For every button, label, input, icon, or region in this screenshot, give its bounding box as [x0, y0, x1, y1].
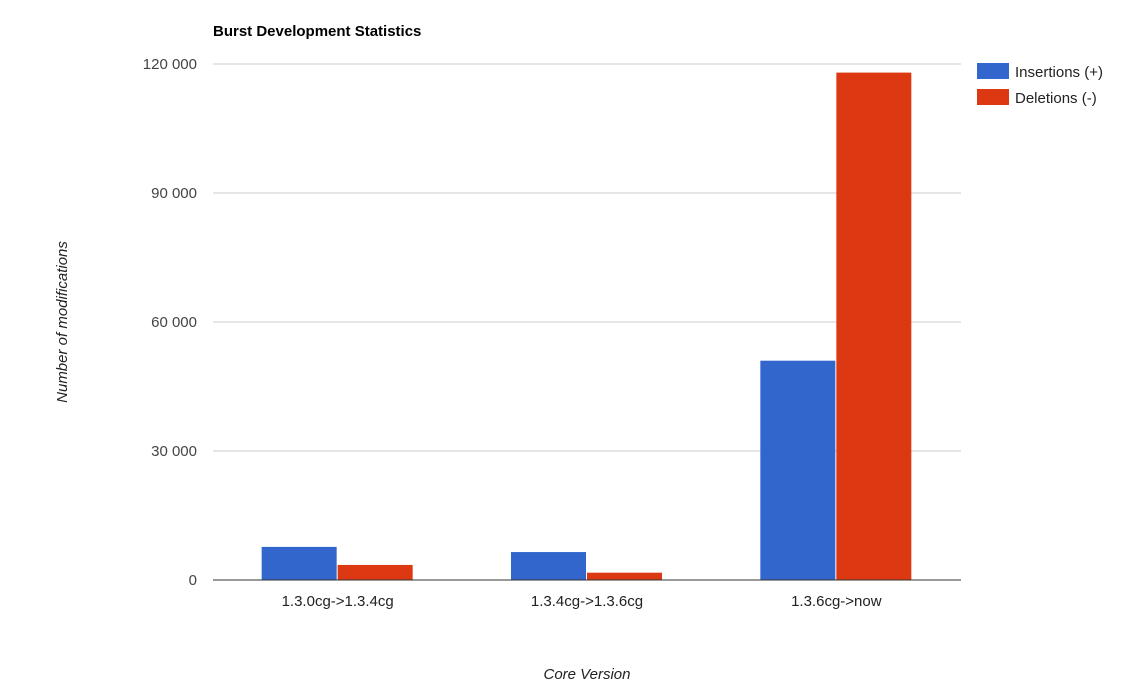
chart-title: Burst Development Statistics: [213, 23, 421, 40]
x-tick-label: 1.3.4cg->1.3.6cg: [531, 593, 643, 610]
bar: [760, 360, 836, 580]
y-tick-label: 30 000: [151, 443, 197, 460]
legend: Insertions (+) Deletions (-): [977, 63, 1103, 107]
legend-swatch: [977, 63, 1009, 79]
y-tick-label: 60 000: [151, 314, 197, 331]
legend-label: Deletions (-): [1015, 90, 1097, 107]
bars: [261, 72, 912, 580]
bar: [836, 72, 912, 580]
legend-swatch: [977, 89, 1009, 105]
bar: [587, 572, 662, 580]
x-tick-label: 1.3.6cg->now: [791, 593, 882, 610]
tick-labels: 0 30 000 60 000 90 000 120 000 1.3.0cg->1.3.4…: [143, 56, 882, 610]
bar: [337, 564, 413, 580]
x-tick-label: 1.3.0cg->1.3.4cg: [282, 593, 394, 610]
legend-label: Insertions (+): [1015, 64, 1103, 81]
x-axis-title: Core Version: [544, 666, 631, 683]
bar: [511, 552, 586, 580]
y-tick-label: 120 000: [143, 56, 197, 73]
y-tick-label: 90 000: [151, 185, 197, 202]
bar: [261, 546, 337, 580]
y-axis-title: Number of modifications: [54, 241, 71, 403]
y-tick-label: 0: [189, 572, 197, 589]
